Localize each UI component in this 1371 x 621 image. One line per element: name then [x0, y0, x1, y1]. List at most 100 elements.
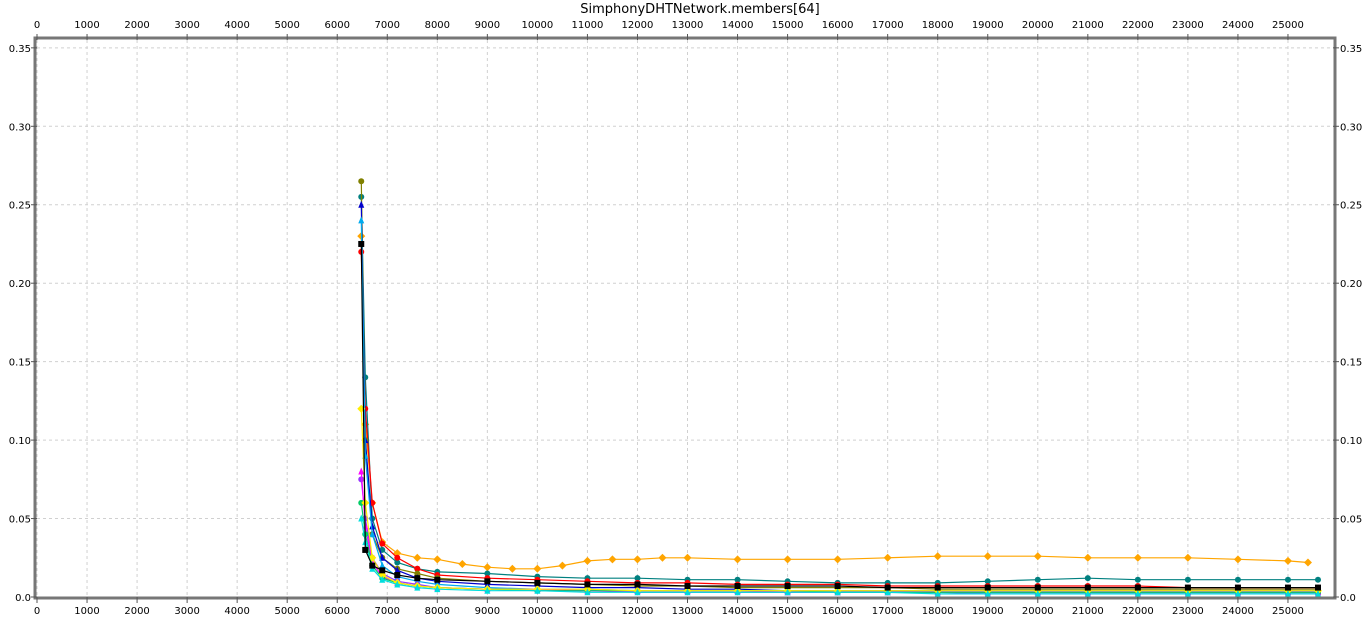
data-point	[558, 561, 567, 570]
x-tick-label-bottom: 0	[34, 606, 40, 617]
x-tick-label-top: 13000	[672, 20, 704, 31]
series-5	[358, 216, 1321, 596]
data-point	[1183, 553, 1192, 562]
series-line	[360, 204, 1318, 592]
series-9	[357, 404, 1322, 595]
y-tick-label-left: 0.0	[15, 593, 31, 604]
data-point	[369, 522, 376, 530]
series-line	[360, 236, 1309, 570]
data-point	[358, 476, 365, 483]
data-point	[1314, 584, 1321, 591]
series-layer	[357, 178, 1322, 597]
data-point	[1034, 584, 1041, 591]
x-tick-label-bottom: 23000	[1172, 606, 1204, 617]
x-tick-label-top: 25000	[1272, 20, 1304, 31]
data-point	[508, 564, 517, 573]
series-4	[358, 200, 1321, 594]
x-tick-label-bottom: 6000	[325, 606, 350, 617]
data-point	[534, 579, 541, 586]
x-tick-label-top: 3000	[174, 20, 199, 31]
data-point	[933, 552, 942, 561]
data-point	[1083, 553, 1092, 562]
data-point	[394, 566, 401, 574]
data-point	[684, 583, 691, 590]
x-tick-label-top: 20000	[1022, 20, 1054, 31]
x-tick-label-top: 9000	[475, 20, 500, 31]
y-tick-label-right: 0.10	[1340, 436, 1362, 447]
data-point	[784, 588, 791, 596]
data-point	[1314, 589, 1321, 597]
data-point	[379, 561, 386, 569]
data-point	[534, 586, 541, 594]
data-point	[683, 553, 692, 562]
x-tick-label-bottom: 2000	[124, 606, 149, 617]
data-point	[1084, 589, 1091, 597]
data-point	[483, 563, 492, 572]
x-tick-label-top: 1000	[74, 20, 99, 31]
data-point	[358, 240, 365, 247]
y-tick-label-left: 0.35	[9, 44, 31, 55]
data-point	[379, 567, 386, 574]
data-point	[1234, 576, 1241, 583]
series-7	[358, 467, 1321, 596]
data-point	[379, 540, 386, 547]
axis-layer: 0 0 1000 1000 2000 2000 3000 3000 4000 4000 5000 50…	[9, 20, 1363, 617]
y-tick-label-right: 0.0	[1340, 593, 1356, 604]
x-tick-label-bottom: 16000	[822, 606, 854, 617]
data-point	[1134, 584, 1141, 591]
data-point	[458, 560, 467, 569]
series-1	[358, 193, 1321, 586]
plot-frame	[33, 36, 1337, 600]
data-point	[414, 575, 421, 582]
x-tick-label-bottom: 5000	[274, 606, 299, 617]
data-point	[358, 499, 365, 506]
data-point	[634, 575, 641, 582]
data-point	[1233, 555, 1242, 564]
grid-layer	[36, 40, 1333, 598]
data-point	[362, 546, 369, 553]
x-tick-label-bottom: 3000	[174, 606, 199, 617]
y-tick-label-left: 0.20	[9, 279, 31, 290]
data-point	[394, 580, 401, 588]
data-point	[394, 572, 401, 579]
data-point	[583, 556, 592, 565]
x-tick-label-top: 5000	[274, 20, 299, 31]
x-tick-label-bottom: 7000	[375, 606, 400, 617]
data-point	[1133, 553, 1142, 562]
x-tick-label-top: 19000	[972, 20, 1004, 31]
data-point	[1184, 589, 1191, 597]
series-2	[358, 248, 1321, 591]
x-tick-label-bottom: 14000	[722, 606, 754, 617]
x-tick-label-bottom: 15000	[772, 606, 804, 617]
data-point	[984, 578, 991, 585]
data-point	[394, 559, 401, 566]
x-tick-label-bottom: 20000	[1022, 606, 1054, 617]
data-point	[884, 588, 891, 596]
data-point	[783, 555, 792, 564]
x-tick-label-bottom: 18000	[922, 606, 954, 617]
data-point	[1284, 589, 1291, 597]
data-point	[834, 588, 841, 596]
data-point	[484, 578, 491, 585]
x-tick-label-bottom: 12000	[622, 606, 654, 617]
x-tick-label-bottom: 25000	[1272, 606, 1304, 617]
series-10	[358, 514, 1321, 597]
y-tick-label-right: 0.05	[1340, 515, 1362, 526]
series-line	[360, 220, 1318, 593]
data-point	[1284, 576, 1291, 583]
x-tick-label-top: 17000	[872, 20, 904, 31]
data-point	[1034, 576, 1041, 583]
x-tick-label-bottom: 13000	[672, 606, 704, 617]
data-point	[413, 553, 422, 562]
data-point	[484, 586, 491, 594]
data-point	[393, 549, 402, 558]
data-point	[433, 555, 442, 564]
data-point	[358, 216, 365, 224]
series-line	[360, 196, 1318, 584]
data-point	[1034, 589, 1041, 597]
data-point	[1084, 575, 1091, 582]
y-tick-label-left: 0.10	[9, 436, 31, 447]
data-point	[984, 584, 991, 591]
